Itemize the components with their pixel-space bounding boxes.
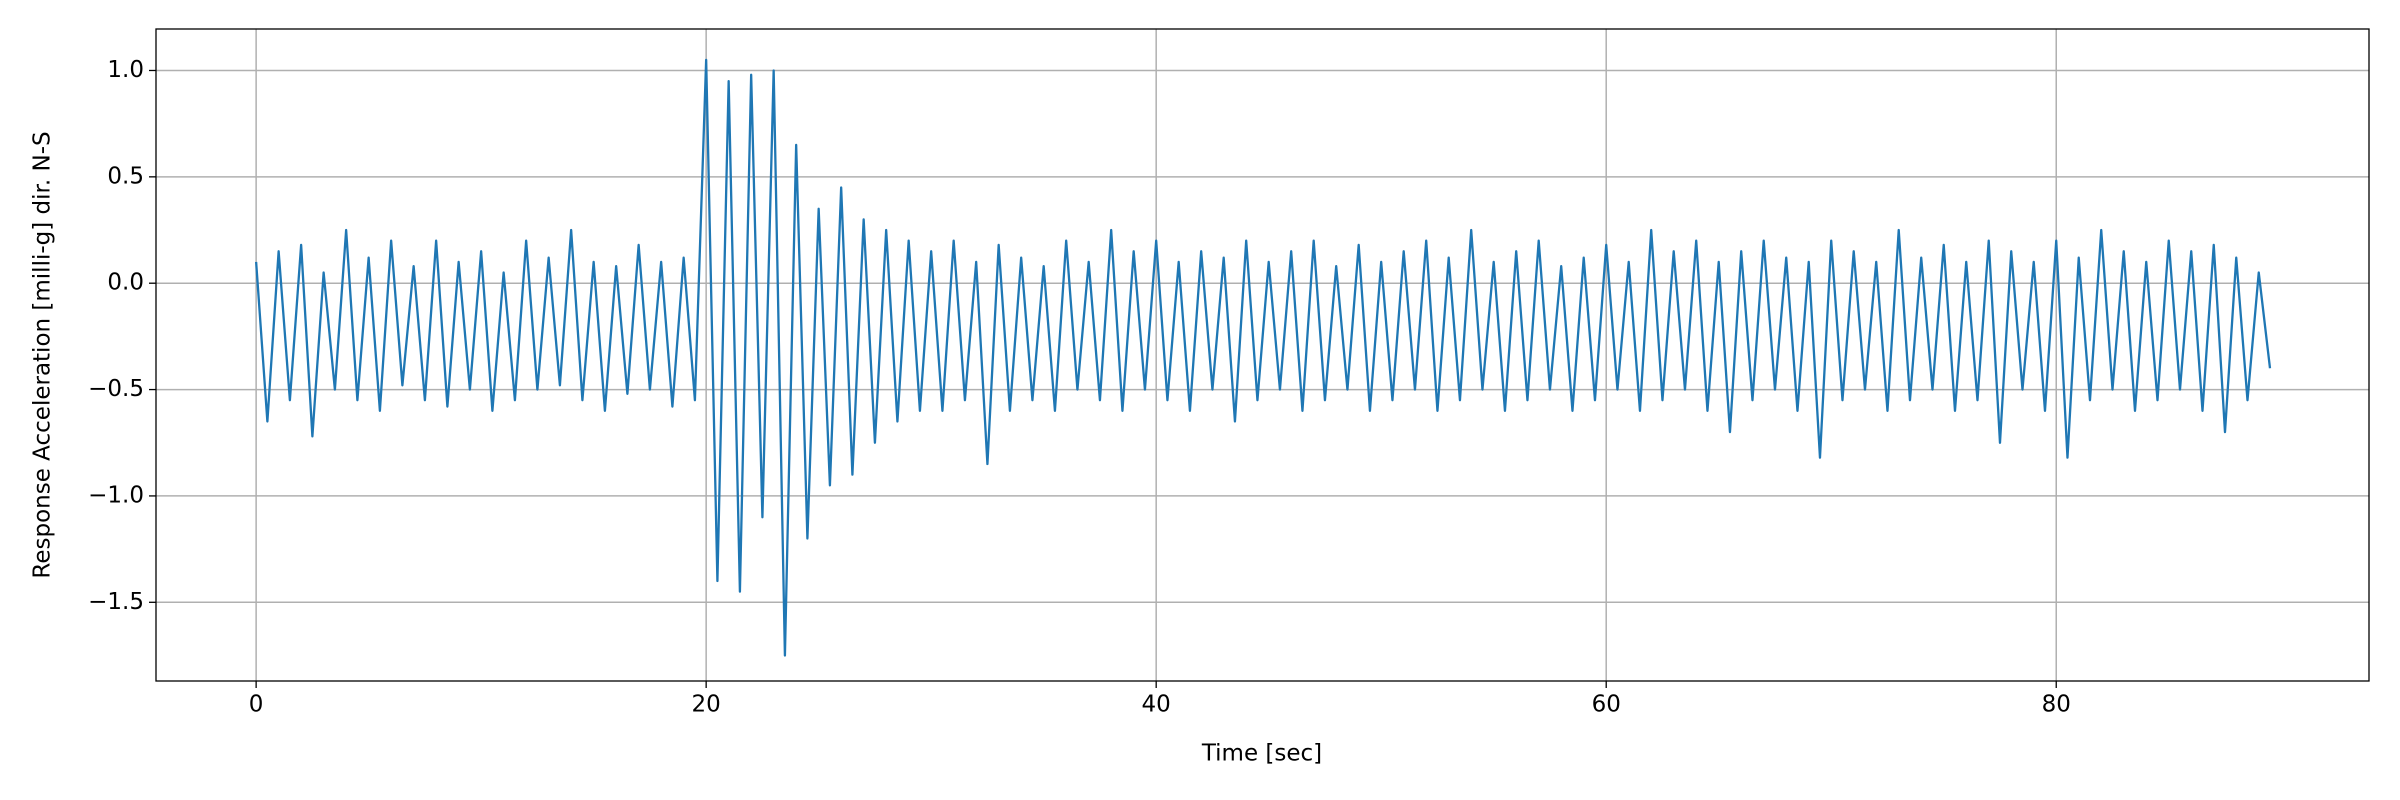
y-tick-label: −1.5 xyxy=(88,589,144,615)
x-tick-label: 60 xyxy=(1592,692,1621,718)
x-tick-label: 80 xyxy=(2042,692,2071,718)
y-tick-label: −1.0 xyxy=(88,482,144,508)
y-tick-label: −0.5 xyxy=(88,376,144,402)
x-tick-label: 0 xyxy=(249,692,264,718)
y-tick-label: 0.5 xyxy=(107,163,144,189)
x-tick-label: 40 xyxy=(1142,692,1171,718)
data-line xyxy=(254,58,2272,657)
x-axis-label: Time [sec] xyxy=(1201,741,1322,767)
x-tick-label: 20 xyxy=(692,692,721,718)
y-tick-label: 1.0 xyxy=(107,57,144,83)
plot-frame xyxy=(155,28,2370,682)
y-axis-label: Response Acceleration [milli-g] dir. N-S xyxy=(30,131,56,578)
y-tick-label: 0.0 xyxy=(107,270,144,296)
